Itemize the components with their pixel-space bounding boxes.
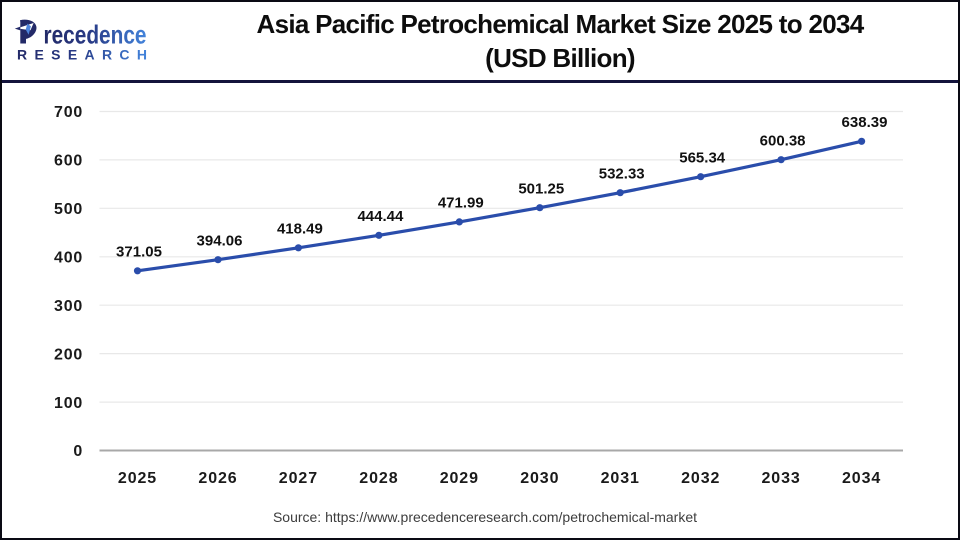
svg-text:2028: 2028 — [359, 470, 398, 487]
svg-text:2026: 2026 — [198, 470, 237, 487]
svg-text:0: 0 — [73, 443, 83, 460]
svg-text:2029: 2029 — [440, 470, 479, 487]
svg-text:700: 700 — [54, 104, 83, 121]
svg-text:100: 100 — [54, 395, 83, 412]
svg-text:471.99: 471.99 — [438, 195, 484, 212]
svg-text:500: 500 — [54, 201, 83, 218]
svg-text:recedence: recedence — [44, 20, 147, 50]
svg-text:371.05: 371.05 — [116, 244, 162, 261]
svg-text:Source: https://www.precedence: Source: https://www.precedenceresearch.c… — [273, 509, 697, 525]
svg-text:2033: 2033 — [761, 470, 800, 487]
svg-text:444.44: 444.44 — [357, 208, 404, 225]
svg-text:532.33: 532.33 — [599, 165, 645, 182]
svg-text:200: 200 — [54, 346, 83, 363]
svg-text:501.25: 501.25 — [518, 180, 564, 197]
svg-text:400: 400 — [54, 250, 83, 267]
svg-text:638.39: 638.39 — [842, 114, 888, 131]
svg-text:2030: 2030 — [520, 470, 559, 487]
svg-text:418.49: 418.49 — [277, 221, 323, 238]
svg-text:394.06: 394.06 — [197, 232, 243, 249]
svg-text:600: 600 — [54, 153, 83, 170]
svg-text:2027: 2027 — [279, 470, 318, 487]
svg-text:2025: 2025 — [118, 470, 157, 487]
svg-text:2031: 2031 — [601, 470, 640, 487]
svg-text:565.34: 565.34 — [679, 149, 726, 166]
svg-text:600.38: 600.38 — [760, 132, 806, 149]
svg-text:2034: 2034 — [842, 470, 881, 487]
svg-text:300: 300 — [54, 298, 83, 315]
svg-text:2032: 2032 — [681, 470, 720, 487]
